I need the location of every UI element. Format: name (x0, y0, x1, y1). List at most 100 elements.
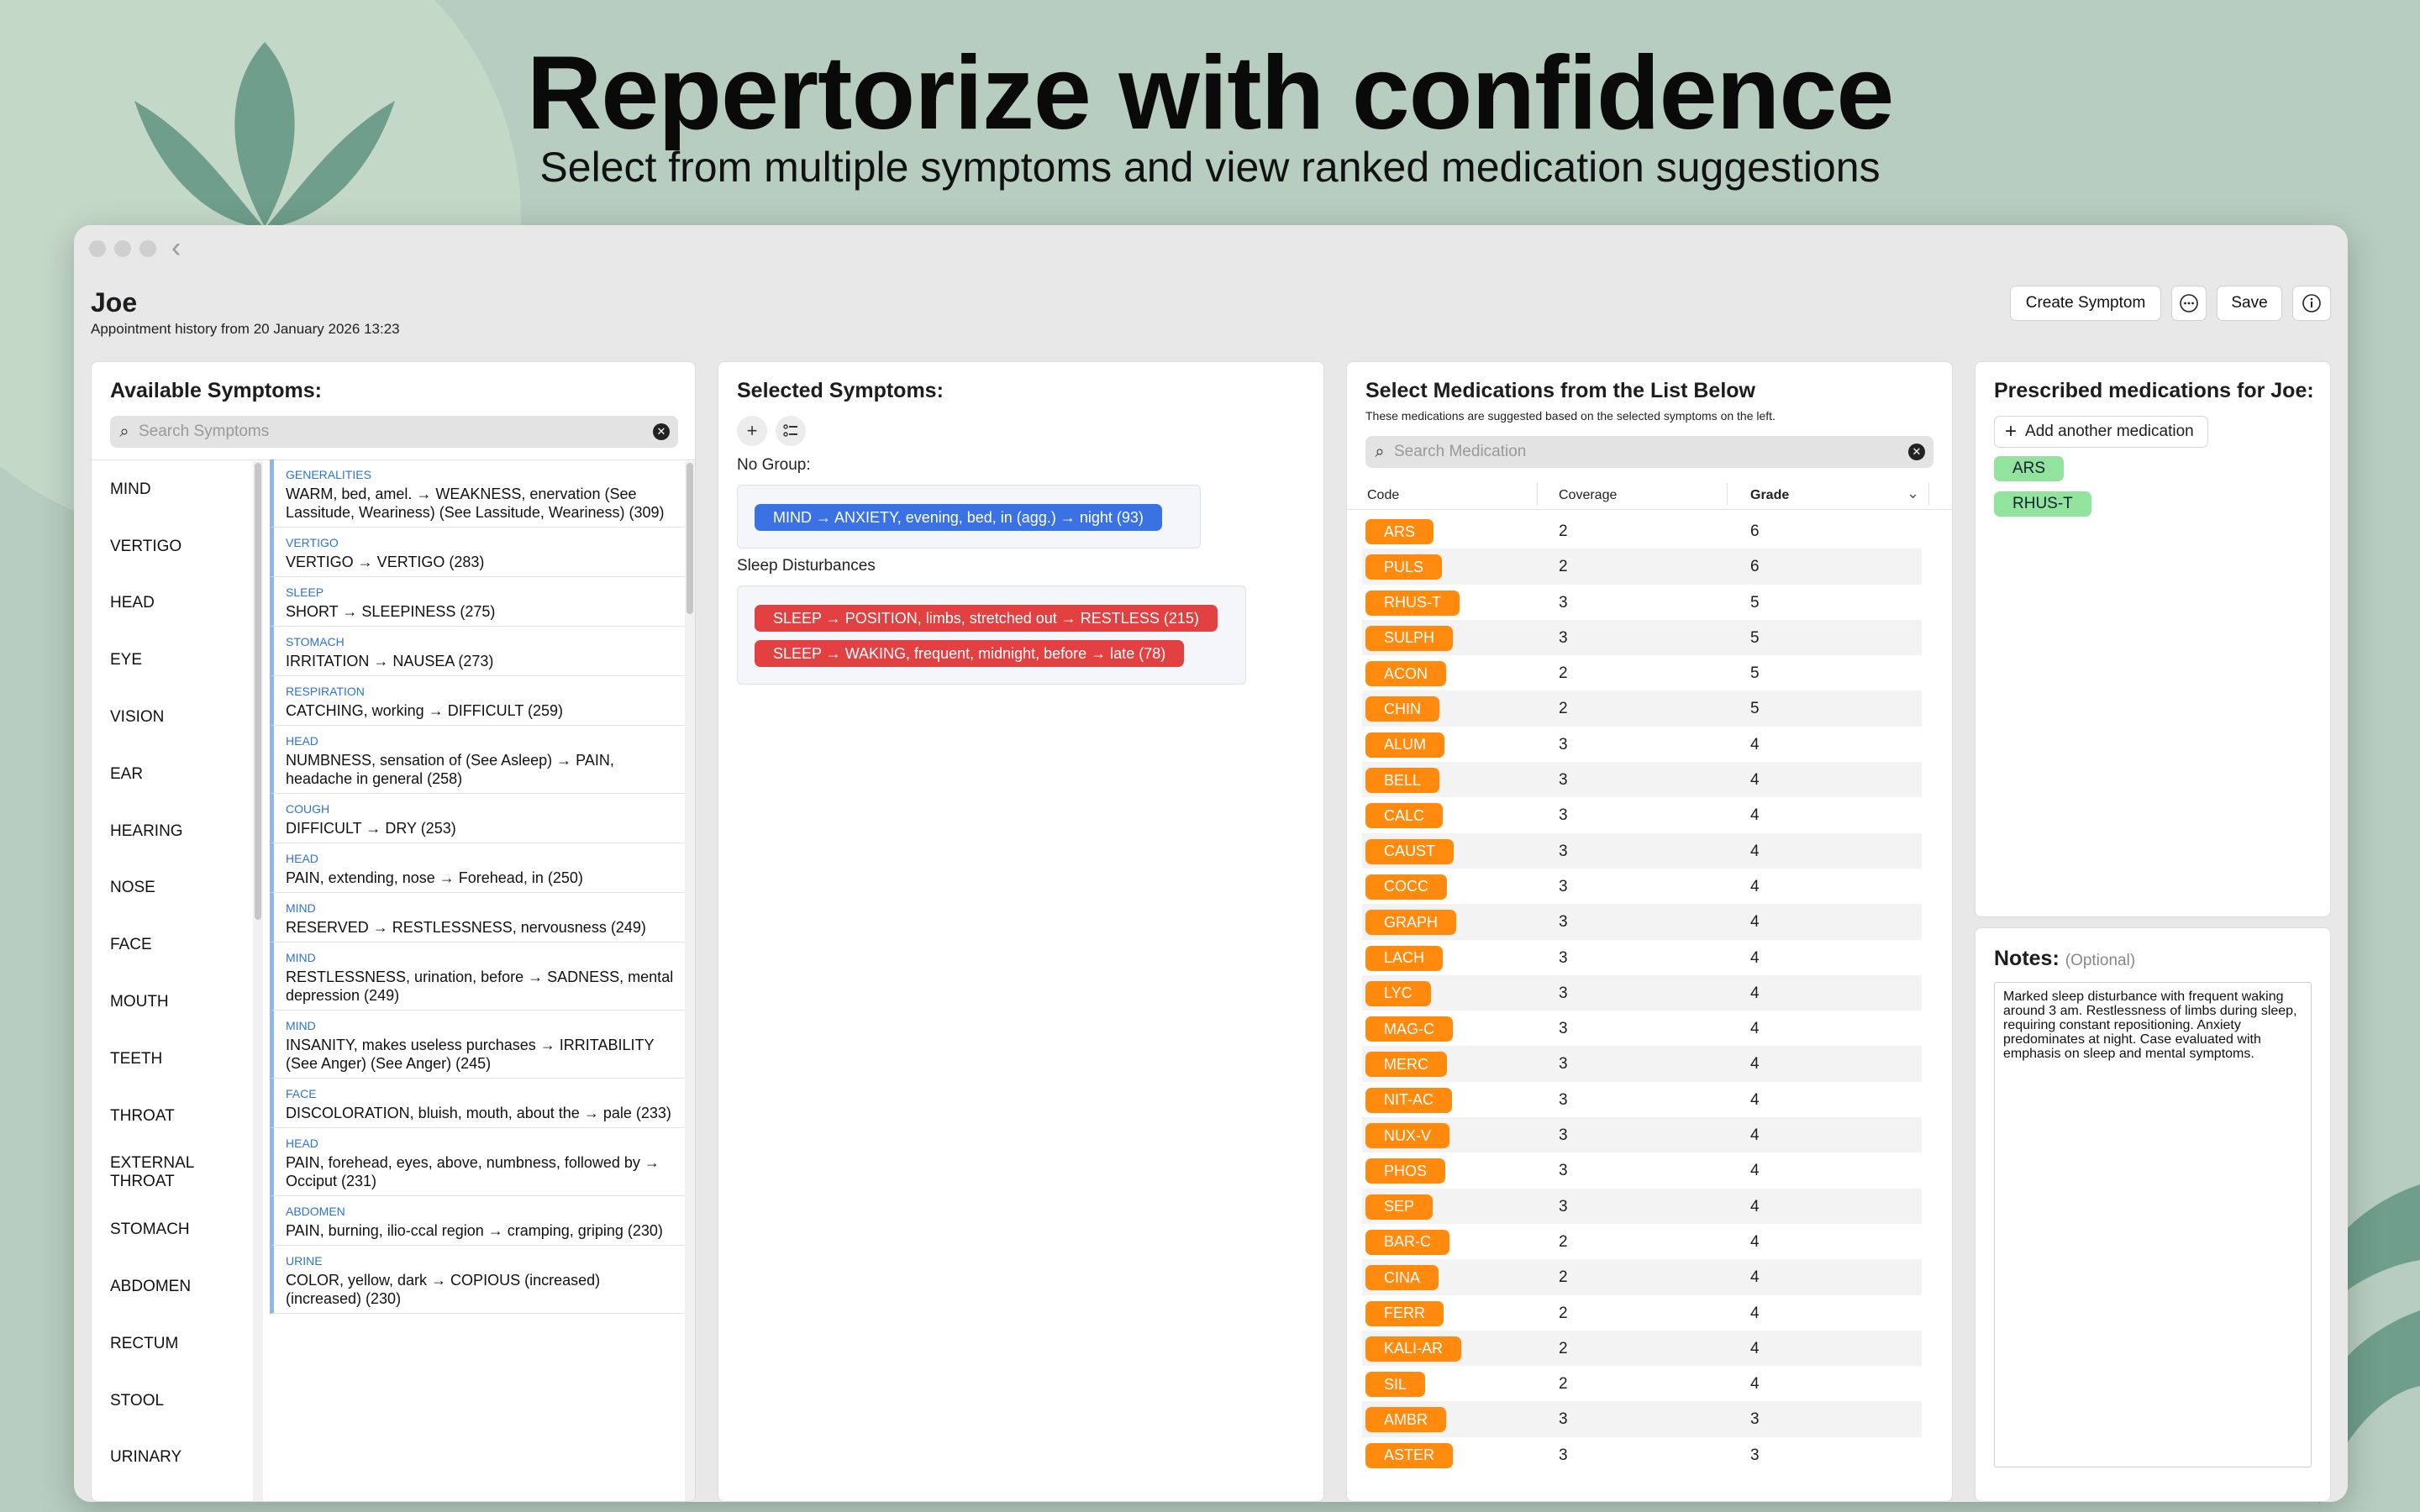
clear-search-icon[interactable]: ✕ (653, 423, 670, 440)
prescribed-medication-chip[interactable]: RHUS-T (1994, 491, 2091, 517)
symptom-list-item[interactable]: MIND RESTLESSNESS, urination, before → SA… (270, 942, 685, 1011)
category-item[interactable]: MIND (110, 480, 151, 498)
symptom-list-item[interactable]: VERTIGO VERTIGO → VERTIGO (283) (270, 528, 685, 577)
symptom-list-item[interactable]: ABDOMEN PAIN, burning, ilio-ccal region →… (270, 1196, 685, 1246)
medication-code-pill[interactable]: SULPH (1365, 625, 1454, 651)
category-item[interactable]: TEETH (110, 1049, 163, 1068)
close-window-button[interactable] (89, 240, 106, 257)
zoom-window-button[interactable] (139, 240, 156, 257)
selected-symptom-chip[interactable]: SLEEP → POSITION, limbs, stretched out →… (755, 605, 1218, 632)
create-symptom-button[interactable]: Create Symptom (2010, 286, 2161, 321)
category-item[interactable]: VERTIGO (110, 537, 182, 555)
clear-search-icon[interactable]: ✕ (1908, 444, 1925, 460)
info-button[interactable] (2292, 286, 2331, 321)
category-item[interactable]: THROAT (110, 1106, 175, 1125)
column-code[interactable]: Code (1367, 488, 1400, 502)
medication-row[interactable]: CALC 3 4 (1362, 797, 1922, 832)
category-item[interactable]: RECTUM (110, 1334, 179, 1352)
add-group-button[interactable]: + (737, 416, 767, 446)
category-item[interactable]: URINARY (110, 1448, 182, 1467)
medication-code-pill[interactable]: CHIN (1365, 696, 1439, 722)
medication-row[interactable]: COCC 3 4 (1362, 869, 1922, 904)
symptom-list-item[interactable]: MIND RESERVED → RESTLESSNESS, nervousness… (270, 893, 685, 942)
column-grade[interactable]: Grade (1750, 488, 1790, 502)
selected-symptom-chip[interactable]: MIND → ANXIETY, evening, bed, in (agg.) … (755, 504, 1162, 531)
medication-row[interactable]: MERC 3 4 (1362, 1046, 1922, 1082)
medication-row[interactable]: NIT-AC 3 4 (1362, 1082, 1922, 1117)
medication-code-pill[interactable]: CAUST (1365, 838, 1455, 864)
category-item[interactable]: ABDOMEN (110, 1278, 192, 1296)
category-item[interactable]: MOUTH (110, 993, 169, 1011)
medication-code-pill[interactable]: LYC (1365, 980, 1431, 1006)
symptom-list-item[interactable]: GENERALITIES WARM, bed, amel. → WEAKNESS,… (270, 459, 685, 528)
medication-row[interactable]: LYC 3 4 (1362, 974, 1922, 1011)
medication-code-pill[interactable]: PULS (1365, 554, 1443, 580)
category-item[interactable]: STOMACH (110, 1221, 190, 1239)
column-coverage[interactable]: Coverage (1559, 488, 1618, 502)
category-item[interactable]: EXTERNAL THROAT (110, 1154, 194, 1191)
back-chevron-icon[interactable]: ‹ (171, 232, 182, 264)
medication-row[interactable]: RHUS-T 3 5 (1362, 585, 1922, 620)
category-item[interactable]: VISION (110, 708, 165, 727)
medication-code-pill[interactable]: NUX-V (1365, 1123, 1450, 1149)
medication-row[interactable]: SULPH 3 5 (1362, 619, 1922, 656)
medication-row[interactable]: LACH 3 4 (1362, 940, 1922, 975)
category-scroll-thumb[interactable] (255, 463, 261, 920)
medication-code-pill[interactable]: GRAPH (1365, 910, 1457, 936)
sort-chevron-icon[interactable]: ⌄ (1907, 485, 1920, 501)
category-item[interactable]: HEARING (110, 822, 183, 840)
medication-row[interactable]: CINA 2 4 (1362, 1259, 1922, 1295)
symptom-scrollbar[interactable] (685, 461, 695, 1501)
medication-row[interactable]: ARS 2 6 (1362, 513, 1922, 549)
symptom-search-input[interactable]: ⌕ Search Symptoms ✕ (110, 416, 678, 448)
category-item[interactable]: STOOL (110, 1391, 165, 1410)
minimize-window-button[interactable] (114, 240, 131, 257)
category-item[interactable]: NOSE (110, 879, 155, 897)
symptom-list-item[interactable]: URINE COLOR, yellow, dark → COPIOUS (incr… (270, 1246, 685, 1314)
medication-row[interactable]: CAUST 3 4 (1362, 832, 1922, 869)
medication-search-input[interactable]: ⌕ Search Medication ✕ (1365, 436, 1933, 468)
medication-row[interactable]: MAG-C 3 4 (1362, 1011, 1922, 1046)
symptom-list-item[interactable]: COUGH DIFFICULT → DRY (253) (270, 794, 685, 843)
medication-code-pill[interactable]: ACON (1365, 661, 1447, 687)
medication-row[interactable]: GRAPH 3 4 (1362, 904, 1922, 940)
medication-row[interactable]: BAR-C 2 4 (1362, 1224, 1922, 1259)
symptom-list-item[interactable]: MIND INSANITY, makes useless purchases → … (270, 1011, 685, 1079)
symptom-list-item[interactable]: SLEEP SHORT → SLEEPINESS (275) (270, 577, 685, 627)
medication-code-pill[interactable]: FERR (1365, 1300, 1444, 1326)
medication-code-pill[interactable]: LACH (1365, 945, 1444, 971)
notes-textarea[interactable]: Marked sleep disturbance with frequent w… (1994, 982, 2312, 1467)
category-item[interactable]: FACE (110, 936, 152, 954)
category-scrollbar[interactable] (253, 461, 263, 1501)
medication-row[interactable]: ASTER 3 3 (1362, 1437, 1922, 1473)
symptom-scroll-thumb[interactable] (687, 463, 693, 614)
symptom-list-item[interactable]: FACE DISCOLORATION, bluish, mouth, about … (270, 1079, 685, 1128)
medication-row[interactable]: ACON 2 5 (1362, 655, 1922, 690)
category-item[interactable]: EAR (110, 764, 144, 783)
medication-row[interactable]: KALI-AR 2 4 (1362, 1330, 1922, 1367)
medication-code-pill[interactable]: BELL (1365, 768, 1440, 794)
medication-row[interactable]: SIL 2 4 (1362, 1366, 1922, 1401)
medication-code-pill[interactable]: ALUM (1365, 732, 1445, 758)
medication-code-pill[interactable]: CALC (1365, 803, 1444, 829)
medication-row[interactable]: FERR 2 4 (1362, 1295, 1922, 1331)
category-item[interactable]: HEAD (110, 594, 155, 612)
symptom-list-item[interactable]: HEAD PAIN, extending, nose → Forehead, in… (270, 843, 685, 893)
list-options-button[interactable] (776, 416, 806, 446)
category-item[interactable]: EYE (110, 651, 143, 669)
symptom-list-item[interactable]: STOMACH IRRITATION → NAUSEA (273) (270, 627, 685, 676)
medication-row[interactable]: ALUM 3 4 (1362, 727, 1922, 762)
medication-code-pill[interactable]: NIT-AC (1365, 1087, 1453, 1113)
prescribed-medication-chip[interactable]: ARS (1994, 456, 2065, 481)
symptom-list-item[interactable]: HEAD NUMBNESS, sensation of (See Asleep) … (270, 726, 685, 794)
symptom-list-item[interactable]: RESPIRATION CATCHING, working → DIFFICULT… (270, 676, 685, 726)
medication-row[interactable]: PULS 2 6 (1362, 549, 1922, 585)
medication-code-pill[interactable]: COCC (1365, 874, 1447, 900)
symptom-list-item[interactable]: HEAD PAIN, forehead, eyes, above, numbnes… (270, 1128, 685, 1196)
medication-code-pill[interactable]: KALI-AR (1365, 1336, 1462, 1362)
medication-row[interactable]: CHIN 2 5 (1362, 690, 1922, 727)
medication-code-pill[interactable]: PHOS (1365, 1158, 1446, 1184)
save-button[interactable]: Save (2217, 286, 2282, 321)
more-options-button[interactable] (2171, 286, 2207, 321)
medication-code-pill[interactable]: RHUS-T (1365, 590, 1460, 616)
